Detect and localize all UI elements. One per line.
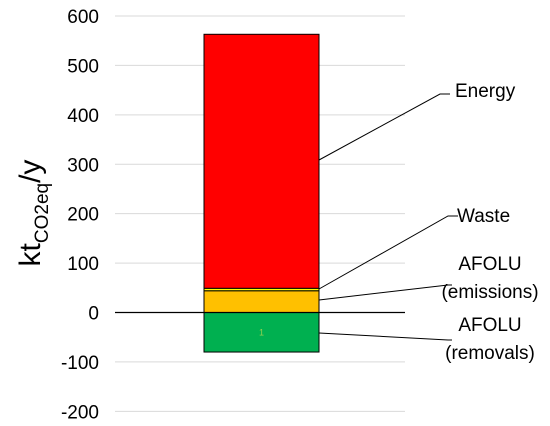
y-tick-label: 400: [67, 106, 99, 127]
bar-segment-energy: [203, 33, 320, 289]
y-tick-label: 500: [67, 56, 99, 77]
series-label-line: (emissions): [441, 282, 538, 303]
series-label: AFOLU (removals): [445, 315, 535, 364]
series-label-line: (removals): [445, 343, 535, 364]
y-tick-label: 100: [67, 254, 99, 275]
y-tick-label: -200: [61, 402, 99, 423]
callout-line: [318, 93, 450, 161]
y-tick-label: 0: [88, 304, 99, 325]
callout-line: [318, 332, 452, 341]
series-callouts: AFOLU (removals) AFOLU (emissions) Waste Ener…: [318, 81, 539, 364]
series-label: Energy: [455, 81, 516, 102]
callout-line: [318, 284, 452, 301]
series-label-line: AFOLU: [458, 315, 521, 336]
y-axis-label-tail: /y: [14, 160, 47, 183]
bar-segments: [203, 33, 320, 353]
y-tick-label: 600: [67, 7, 99, 28]
series-label-line: AFOLU: [458, 254, 521, 275]
y-tick-label: 200: [67, 205, 99, 226]
y-axis-label-main: kt: [14, 242, 47, 266]
y-axis-label-subscript: CO2eq: [32, 183, 53, 243]
y-tick-labels: 600 500 400 300 200 100 0 -100 -200: [61, 7, 99, 423]
series-label: Waste: [457, 206, 510, 227]
y-tick-label: -100: [61, 353, 99, 374]
callout-line: [318, 215, 458, 290]
y-tick-label: 300: [67, 155, 99, 176]
y-axis-label: ktCO2eq/y: [14, 160, 53, 267]
category-label: 1: [259, 327, 264, 337]
bar-segment-afolu-emissions: [203, 290, 320, 313]
bar-segment-afolu-removals: [203, 312, 320, 353]
series-label: AFOLU (emissions): [441, 254, 538, 303]
